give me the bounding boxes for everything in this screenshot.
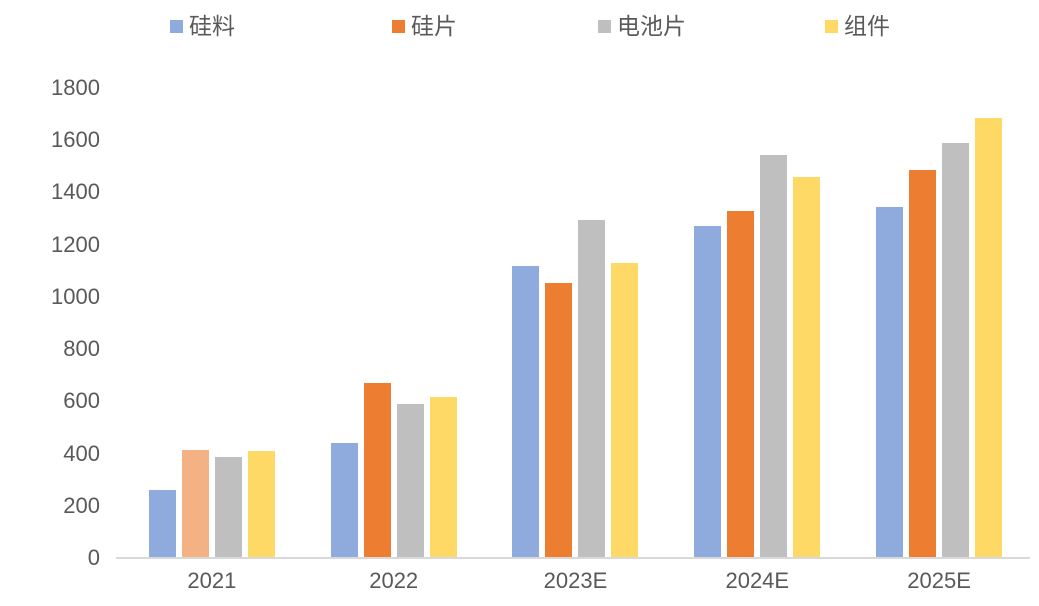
bar-group — [848, 88, 1030, 558]
y-axis-tick-label: 600 — [63, 388, 100, 414]
legend-item-label: 组件 — [844, 12, 890, 39]
bar-group — [121, 88, 303, 558]
legend-color-swatch — [170, 19, 183, 33]
legend-item-label: 硅片 — [411, 12, 457, 39]
legend-color-swatch — [392, 19, 405, 33]
x-axis-category-label: 2022 — [369, 568, 419, 593]
bar — [942, 142, 970, 558]
bar — [611, 262, 639, 558]
y-axis-tick-label: 800 — [63, 336, 100, 362]
bar — [148, 490, 176, 558]
bar — [247, 450, 275, 558]
chart-legend: 硅料 硅片 电池片 组件 — [0, 8, 1039, 44]
x-axis-category-label: 2023E — [543, 568, 608, 593]
bar — [512, 265, 540, 558]
legend-item: 硅料 — [170, 8, 235, 44]
bar-group — [303, 88, 485, 558]
bar — [363, 383, 391, 558]
y-axis-tick-label: 400 — [63, 440, 100, 466]
bar — [793, 176, 821, 558]
y-axis-tick-label: 1400 — [51, 179, 100, 205]
x-axis-category-label: 2025E — [907, 568, 971, 593]
legend-item: 组件 — [825, 8, 890, 44]
bar — [909, 170, 937, 558]
bar-group — [485, 88, 667, 558]
bar — [214, 457, 242, 558]
bar — [578, 219, 606, 558]
y-axis-tick-label: 1200 — [51, 231, 100, 257]
bar — [330, 443, 358, 558]
legend-color-swatch — [825, 19, 838, 33]
bars-layer — [121, 88, 1030, 558]
bar — [876, 206, 904, 558]
legend-color-swatch — [598, 19, 611, 33]
legend-item: 电池片 — [598, 8, 686, 44]
x-axis-category-label: 2021 — [187, 568, 237, 593]
y-axis-tick-label: 1000 — [51, 283, 100, 309]
x-axis-line — [116, 557, 1030, 559]
legend-item-label: 硅料 — [189, 12, 235, 39]
bar — [975, 118, 1003, 558]
y-axis-tick-label: 0 — [87, 545, 100, 570]
y-axis-tick-label: 1600 — [51, 127, 100, 153]
x-axis: 2021 2022 2023E 2024E 2025E — [121, 566, 1030, 596]
bar — [429, 397, 457, 558]
bar-group — [666, 88, 848, 558]
bar — [396, 403, 424, 558]
bar — [181, 449, 209, 558]
bar — [727, 210, 755, 558]
bar — [545, 282, 573, 558]
y-axis-tick-label: 1800 — [51, 75, 100, 100]
legend-item: 硅片 — [392, 8, 457, 44]
legend-item-label: 电池片 — [617, 12, 686, 39]
x-axis-category-label: 2024E — [725, 568, 790, 593]
bar — [760, 154, 788, 558]
y-axis-tick-label: 200 — [63, 492, 100, 518]
bar — [694, 226, 722, 558]
